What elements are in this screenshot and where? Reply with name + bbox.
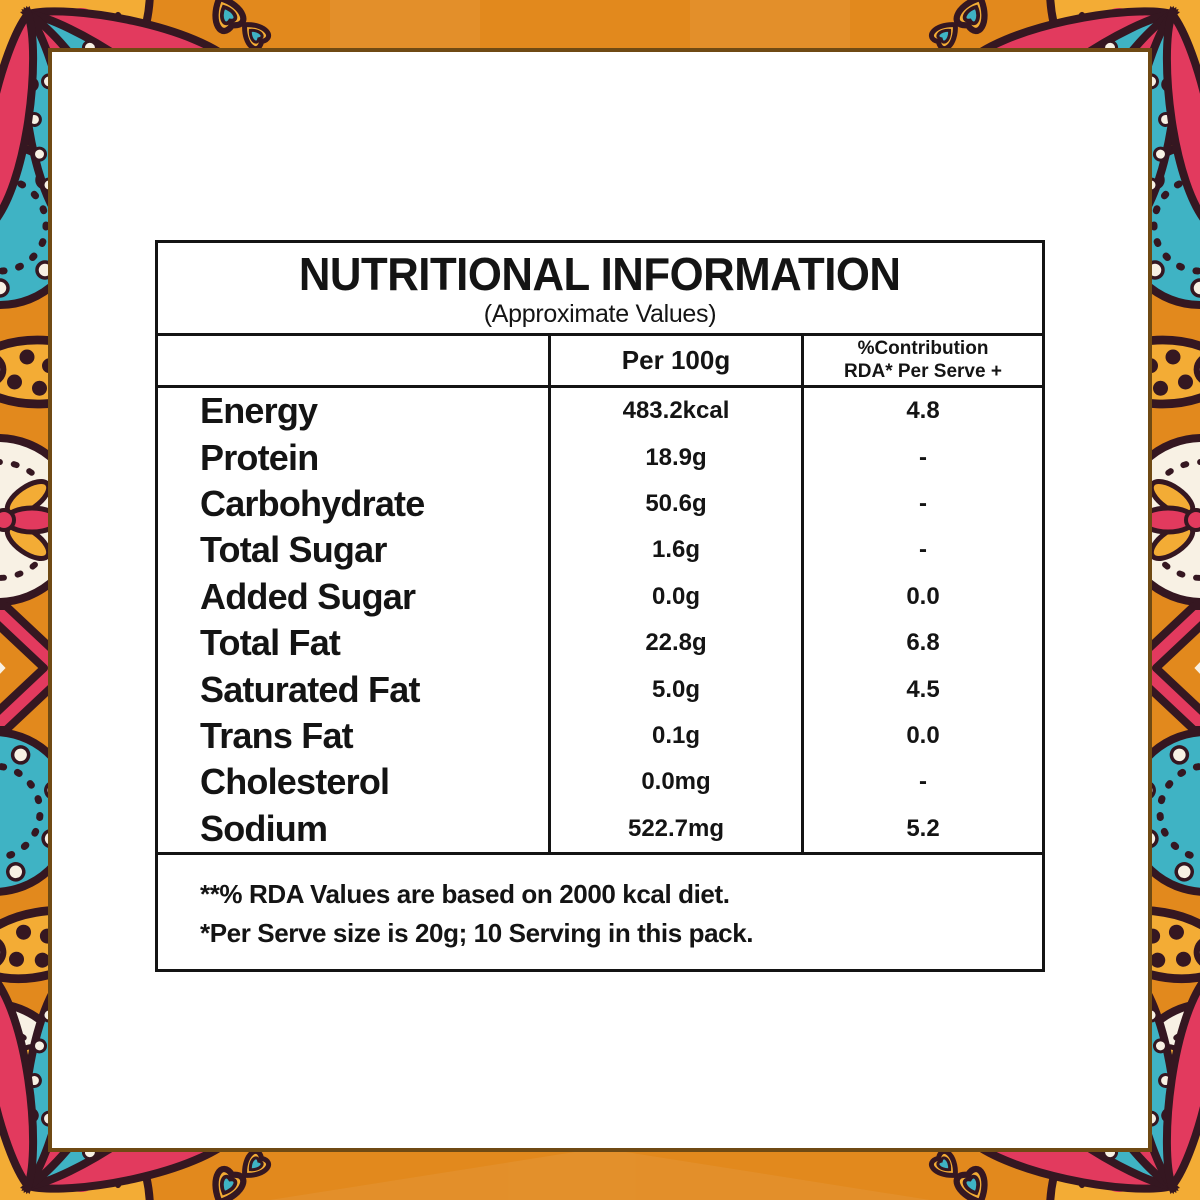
- table-row: Total Fat 22.8g 6.8: [158, 620, 1042, 667]
- rda-value: 6.8: [801, 620, 1042, 667]
- table-row: Trans Fat 0.1g 0.0: [158, 712, 1042, 760]
- column-header-contribution-line2: RDA* Per Serve +: [844, 360, 1002, 382]
- table-row: Sodium 522.7mg 5.2: [158, 805, 1042, 853]
- per-100g-value: 1.6g: [548, 527, 801, 574]
- column-header-contribution: %Contribution RDA* Per Serve +: [801, 336, 1042, 385]
- per-100g-value: 0.0g: [548, 573, 801, 621]
- per-100g-value: 22.8g: [548, 620, 801, 667]
- nutrient-label: Total Sugar: [200, 529, 387, 571]
- per-100g-value: 50.6g: [548, 480, 801, 528]
- per-100g-value: 18.9g: [548, 434, 801, 481]
- table-row: Saturated Fat 5.0g 4.5: [158, 666, 1042, 713]
- table-subtitle: (Approximate Values): [483, 299, 717, 328]
- rda-value: 0.0: [801, 573, 1042, 621]
- nutrient-label: Total Fat: [200, 622, 341, 664]
- table-title-text: NUTRITIONAL INFORMATION: [299, 248, 901, 300]
- footnote-rda: **% RDA Values are based on 2000 kcal di…: [200, 879, 730, 909]
- rda-value: 5.2: [801, 805, 1042, 853]
- table-header-row: Per 100g %Contribution RDA* Per Serve +: [158, 336, 1042, 388]
- table-title-block: NUTRITIONAL INFORMATION (Approximate Val…: [158, 243, 1042, 336]
- rda-value: 4.5: [801, 666, 1042, 713]
- rda-value: -: [801, 759, 1042, 806]
- nutrient-label: Saturated Fat: [200, 668, 420, 710]
- nutrition-table: NUTRITIONAL INFORMATION (Approximate Val…: [155, 240, 1045, 972]
- nutrient-label: Sodium: [200, 807, 328, 849]
- column-header-per-100g: Per 100g: [548, 336, 801, 385]
- table-row: Cholesterol 0.0mg -: [158, 759, 1042, 806]
- table-row: Energy 483.2kcal 4.8: [158, 388, 1042, 435]
- rda-value: -: [801, 527, 1042, 574]
- footnote-serve-size: *Per Serve size is 20g; 10 Serving in th…: [200, 918, 754, 948]
- nutrient-label: Cholesterol: [200, 761, 390, 803]
- table-body: Energy 483.2kcal 4.8 Protein 18.9g - Car…: [158, 388, 1042, 855]
- table-row: Carbohydrate 50.6g -: [158, 480, 1042, 528]
- table-row: Protein 18.9g -: [158, 434, 1042, 481]
- table-row: Added Sugar 0.0g 0.0: [158, 573, 1042, 621]
- per-100g-value: 522.7mg: [548, 805, 801, 853]
- frame-light-streaks: [270, 0, 930, 1200]
- per-100g-value: 0.0mg: [548, 759, 801, 806]
- rda-value: -: [801, 434, 1042, 481]
- table-row: Total Sugar 1.6g -: [158, 527, 1042, 574]
- per-100g-value: 0.1g: [548, 712, 801, 760]
- per-100g-value: 483.2kcal: [548, 388, 801, 435]
- per-100g-value: 5.0g: [548, 666, 801, 713]
- rda-value: -: [801, 480, 1042, 528]
- nutrient-label: Carbohydrate: [200, 483, 425, 525]
- nutrient-label: Trans Fat: [200, 715, 354, 757]
- nutrient-label: Protein: [200, 436, 319, 478]
- nutrient-label: Energy: [200, 390, 318, 432]
- column-header-item: [158, 336, 548, 385]
- footnotes: **% RDA Values are based on 2000 kcal di…: [158, 855, 1042, 969]
- rda-value: 4.8: [801, 388, 1042, 435]
- column-header-contribution-line1: %Contribution: [857, 337, 989, 359]
- nutrient-label: Added Sugar: [200, 575, 416, 617]
- table-title: NUTRITIONAL INFORMATION: [158, 250, 1042, 299]
- rda-value: 0.0: [801, 712, 1042, 760]
- label-panel-content: NUTRITIONAL INFORMATION (Approximate Val…: [50, 50, 1150, 1150]
